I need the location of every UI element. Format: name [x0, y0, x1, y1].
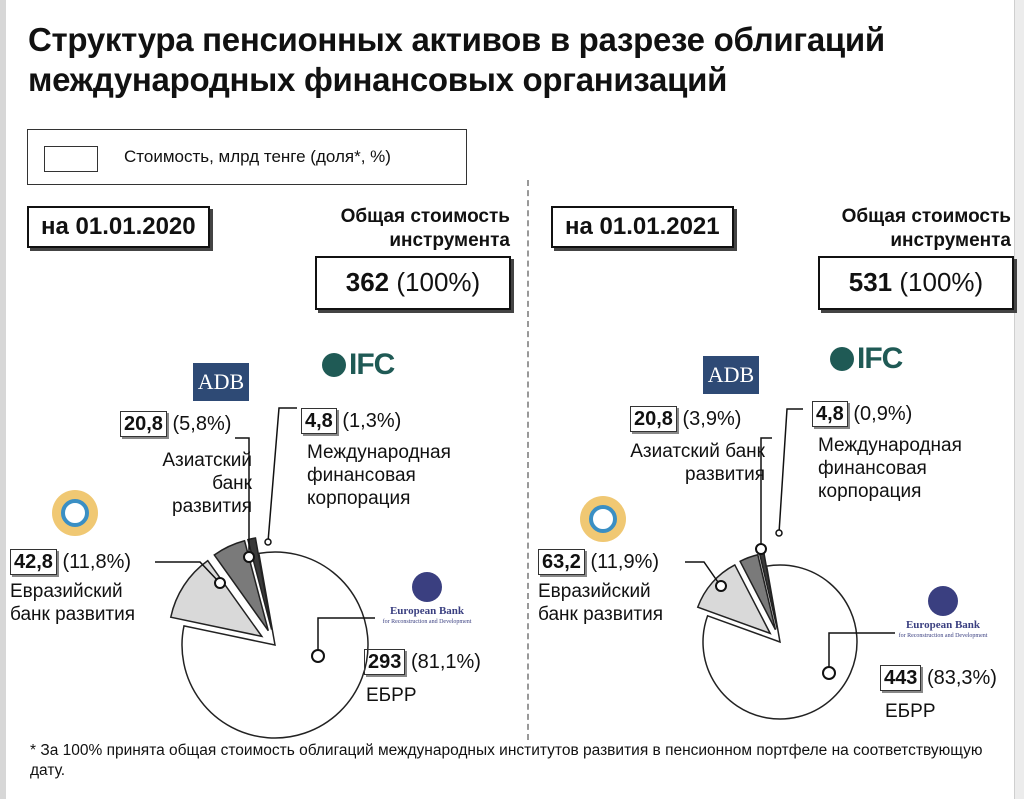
pie-slice-adb-2020	[213, 539, 270, 632]
leader-lines	[155, 407, 895, 680]
share-ebrd-2020: (81,1%)	[410, 651, 481, 673]
eabr-logo	[580, 496, 626, 542]
total-value-2021: 531	[848, 267, 893, 297]
eabr-logo	[52, 490, 98, 536]
value-label-ifc-2021: 4,8 (0,9%)	[812, 401, 912, 427]
leader-dot-eabr-2021	[715, 580, 727, 592]
ebrd-emblem-icon	[928, 586, 958, 616]
name-ifc-2020: Международная финансовая корпорация	[307, 442, 451, 509]
leader-dot-ebrd-2020	[311, 649, 325, 663]
pie-slice-adb-2021	[739, 553, 777, 631]
total-share-2021: (100%)	[899, 267, 984, 297]
value-adb-2020: 20,8	[120, 411, 167, 437]
legend: Стоимость, млрд тенге (доля*, %)	[27, 129, 467, 185]
share-eabr-2020: (11,8%)	[62, 551, 132, 573]
value-ifc-2021: 4,8	[812, 401, 848, 427]
ebrd-logo: European Bank for Reconstruction and Dev…	[888, 586, 998, 650]
value-ebrd-2021: 443	[880, 665, 922, 691]
pie-slice-eabr-2020	[169, 559, 264, 638]
share-ifc-2021: (0,9%)	[853, 403, 913, 425]
total-label-2020: Общая стоимость инструмента	[340, 206, 510, 251]
leader-dot-ebrd-2021	[822, 666, 836, 680]
share-adb-2021: (3,9%)	[682, 408, 742, 430]
leader-line-eabr-2021	[685, 561, 721, 586]
ifc-logo-text: IFC	[857, 342, 903, 375]
leader-line-ifc-2021	[778, 408, 803, 534]
total-label-2021: Общая стоимость инструмента	[841, 206, 1011, 251]
pie-chart-2021	[696, 552, 858, 720]
value-label-ebrd-2020: 293 (81,1%)	[364, 649, 481, 675]
left-edge	[0, 0, 6, 799]
share-ebrd-2021: (83,3%)	[926, 667, 997, 689]
ebrd-logo: European Bank for Reconstruction and Dev…	[372, 572, 482, 636]
leader-line-eabr-2020	[155, 561, 220, 583]
legend-swatch	[44, 146, 98, 172]
globe-icon	[322, 353, 346, 377]
pie-slice-ebrd-2021	[702, 564, 858, 720]
page-title: Структура пенсионных активов в разрезе о…	[28, 21, 885, 98]
value-label-eabr-2020: 42,8 (11,8%)	[10, 549, 131, 575]
ebrd-logo-sub: for Reconstruction and Development	[898, 633, 988, 639]
share-adb-2020: (5,8%)	[172, 413, 232, 435]
total-value-2020: 362	[345, 267, 390, 297]
name-adb-2021: Азиатский банк развития	[630, 441, 765, 485]
footnote: * За 100% принята общая стоимость облига…	[30, 742, 983, 779]
ifc-logo: IFC	[830, 342, 903, 375]
leader-dot-ifc-2021	[775, 529, 783, 537]
pie-slice-ebrd-2020	[181, 551, 369, 739]
share-ifc-2020: (1,3%)	[342, 410, 402, 432]
leader-line-adb-2020	[235, 437, 250, 557]
date-box-2020: на 01.01.2020	[27, 206, 210, 248]
ifc-logo: IFC	[322, 348, 395, 381]
value-adb-2021: 20,8	[630, 406, 677, 432]
ebrd-logo-name: European Bank	[905, 619, 981, 631]
leader-line-ebrd-2021	[828, 632, 895, 673]
value-label-eabr-2021: 63,2 (11,9%)	[538, 549, 659, 575]
leader-dot-ifc-2020	[264, 538, 272, 546]
value-label-ebrd-2021: 443 (83,3%)	[880, 665, 997, 691]
total-box-2020: 362 (100%)	[315, 256, 511, 310]
value-label-adb-2021: 20,8 (3,9%)	[630, 406, 741, 432]
globe-icon	[830, 347, 854, 371]
right-scroll-edge	[1014, 0, 1024, 799]
value-label-ifc-2020: 4,8 (1,3%)	[301, 408, 401, 434]
leader-dot-adb-2021	[755, 543, 767, 555]
leader-line-adb-2021	[760, 437, 772, 549]
name-eabr-2020: Евразийский банк развития	[10, 581, 136, 625]
name-ebrd-2021: ЕБРР	[885, 701, 936, 722]
name-ifc-2021: Международная финансовая корпорация	[818, 435, 962, 502]
ifc-logo-text: IFC	[349, 348, 395, 381]
value-ebrd-2020: 293	[364, 649, 406, 675]
pie-slice-eabr-2021	[696, 563, 772, 635]
leader-line-ifc-2020	[267, 407, 297, 543]
leader-line-ebrd-2020	[317, 617, 375, 656]
legend-label: Стоимость, млрд тенге (доля*, %)	[124, 147, 391, 166]
value-eabr-2021: 63,2	[538, 549, 585, 575]
adb-logo: ADB	[193, 363, 249, 401]
value-ifc-2020: 4,8	[301, 408, 337, 434]
pie-chart-2020	[169, 537, 369, 739]
ebrd-emblem-icon	[412, 572, 442, 602]
value-eabr-2020: 42,8	[10, 549, 57, 575]
name-eabr-2021: Евразийский банк развития	[538, 581, 664, 625]
name-adb-2020: Азиатский банк развития	[162, 450, 252, 517]
date-box-2021: на 01.01.2021	[551, 206, 734, 248]
leader-dot-adb-2020	[243, 551, 255, 563]
share-eabr-2021: (11,9%)	[590, 551, 660, 573]
ebrd-logo-name: European Bank	[389, 605, 465, 617]
total-share-2020: (100%)	[396, 267, 481, 297]
pie-slice-ifc-2020	[246, 537, 273, 630]
panel-divider	[527, 180, 529, 740]
value-label-adb-2020: 20,8 (5,8%)	[120, 411, 231, 437]
leader-dot-eabr-2020	[214, 577, 226, 589]
total-box-2021: 531 (100%)	[818, 256, 1014, 310]
name-ebrd-2020: ЕБРР	[366, 685, 417, 706]
adb-logo: ADB	[703, 356, 759, 394]
ebrd-logo-sub: for Reconstruction and Development	[382, 619, 472, 625]
